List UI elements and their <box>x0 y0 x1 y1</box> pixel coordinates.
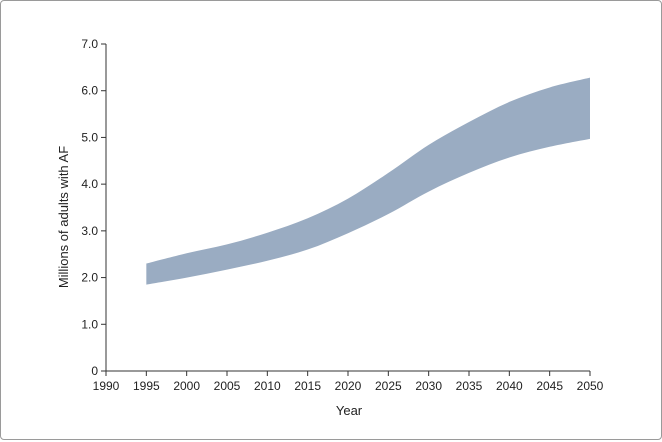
x-tick-label: 2020 <box>335 379 362 393</box>
af-range-band <box>146 77 590 285</box>
x-axis-title: Year <box>336 403 363 418</box>
x-tick-label: 2030 <box>415 379 442 393</box>
x-tick-label: 2045 <box>536 379 563 393</box>
y-tick-label: 6.0 <box>81 84 98 98</box>
x-tick-label: 2015 <box>294 379 321 393</box>
y-tick-label: 5.0 <box>81 130 98 144</box>
x-tick-label: 2040 <box>496 379 523 393</box>
y-tick-label: 2.0 <box>81 271 98 285</box>
y-tick-label: 1.0 <box>81 317 98 331</box>
band-layer <box>146 77 590 285</box>
x-tick-label: 1990 <box>93 379 120 393</box>
y-axis-title: Millions of adults with AF <box>56 146 71 288</box>
x-tick-label: 2050 <box>577 379 604 393</box>
axes-layer: 0 1.0 2.0 3.0 4.0 5.0 6.0 7.0 1990 1995 2000 2005 20… <box>81 37 603 393</box>
x-tick-label: 2035 <box>456 379 483 393</box>
y-tick-label: 0 <box>91 364 98 378</box>
x-tick-label: 2010 <box>254 379 281 393</box>
x-tick-label: 2000 <box>173 379 200 393</box>
x-tick-label: 2005 <box>214 379 241 393</box>
y-tick-label: 3.0 <box>81 224 98 238</box>
y-tick-label: 7.0 <box>81 37 98 51</box>
x-tick-label: 1995 <box>133 379 160 393</box>
x-tick-label: 2025 <box>375 379 402 393</box>
y-tick-label: 4.0 <box>81 177 98 191</box>
